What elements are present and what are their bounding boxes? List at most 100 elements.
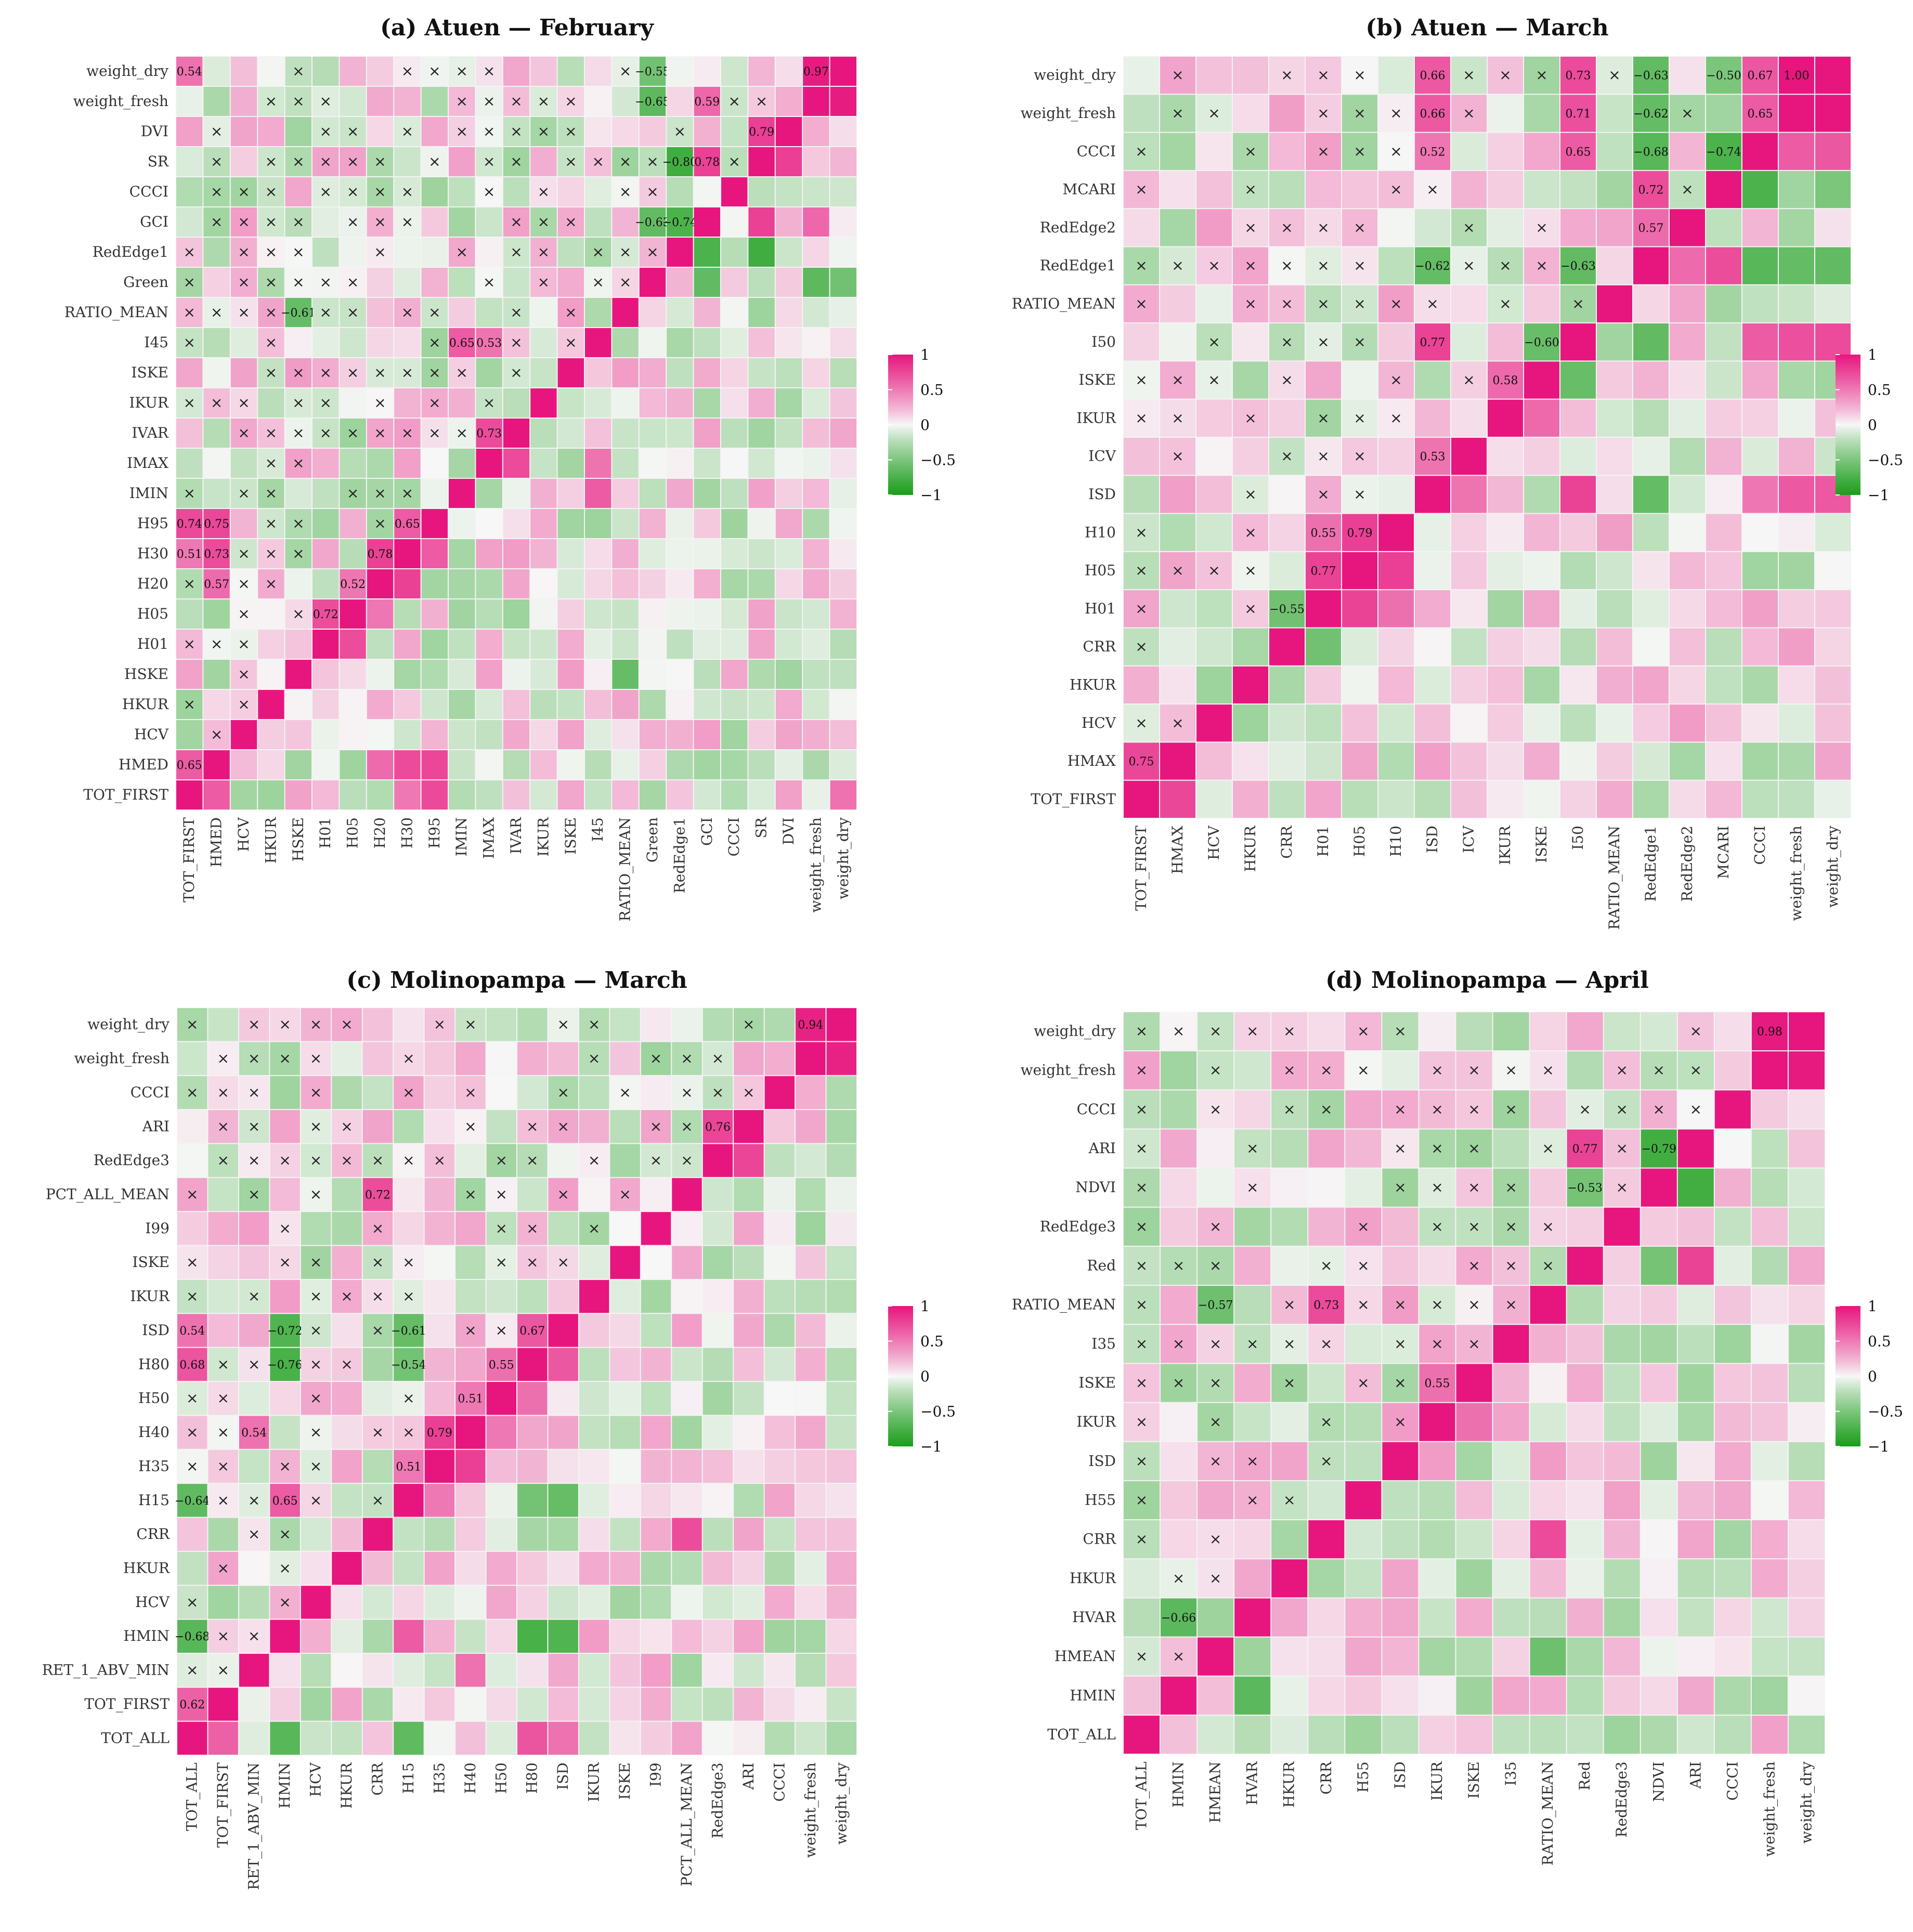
row-label: I99 <box>145 1220 170 1237</box>
row-label: H35 <box>138 1457 170 1474</box>
column-label: H05 <box>344 817 361 848</box>
heatmap-cell <box>1124 285 1159 323</box>
heatmap-cell <box>421 177 448 206</box>
heatmap-cell <box>1641 1364 1677 1402</box>
heatmap-cell <box>456 1348 486 1381</box>
heatmap-cell <box>1233 95 1268 132</box>
heatmap-cell <box>449 268 475 297</box>
heatmap-cell <box>1233 285 1268 323</box>
heatmap-cell <box>1641 1676 1677 1715</box>
row-label: ISKE <box>1078 371 1116 388</box>
heatmap-cell <box>721 358 748 387</box>
heatmap-cell <box>313 117 339 146</box>
heatmap-cell <box>1677 1442 1714 1480</box>
heatmap-cell <box>1342 742 1377 780</box>
heatmap-cell <box>1714 1403 1751 1441</box>
heatmap-cell <box>208 1586 238 1619</box>
nonsignificant-marker: × <box>1354 486 1365 503</box>
heatmap-cell <box>476 87 502 116</box>
heatmap-cell <box>1779 666 1814 704</box>
heatmap-cell <box>208 1484 238 1517</box>
heatmap-cell <box>1597 209 1632 246</box>
heatmap-cell <box>585 57 611 86</box>
cell-value-label: −0.66 <box>1161 1612 1196 1625</box>
heatmap-cell <box>748 177 775 206</box>
heatmap-cell <box>796 1110 826 1143</box>
nonsignificant-marker: × <box>565 123 577 140</box>
cell-value-label: 0.51 <box>458 1393 483 1406</box>
column-label: IKUR <box>585 1762 603 1802</box>
heatmap-cell <box>203 599 230 629</box>
heatmap-cell <box>394 1382 424 1415</box>
heatmap-cell <box>313 358 339 387</box>
heatmap-cell <box>1308 1715 1345 1754</box>
heatmap-cell <box>1198 1207 1234 1246</box>
column-label: RATIO_MEAN <box>617 817 634 921</box>
heatmap-cell <box>1271 1637 1308 1676</box>
cell-value-label: 0.97 <box>803 66 829 79</box>
nonsignificant-marker: × <box>1390 371 1402 388</box>
heatmap-cell <box>1714 1559 1751 1598</box>
row-label: H40 <box>138 1424 170 1441</box>
nonsignificant-marker: × <box>211 394 223 411</box>
heatmap-cell <box>177 1178 207 1211</box>
heatmap-cell <box>449 479 475 508</box>
nonsignificant-marker: × <box>1209 1452 1221 1469</box>
heatmap-cell <box>301 1110 331 1143</box>
row-label: RedEdge2 <box>1040 219 1116 236</box>
nonsignificant-marker: × <box>1354 448 1365 465</box>
heatmap-cell <box>775 630 802 659</box>
heatmap-cell <box>803 720 829 749</box>
heatmap-cell <box>694 207 720 237</box>
heatmap-cell <box>476 750 502 779</box>
heatmap-cell <box>1641 1520 1677 1559</box>
heatmap-cell <box>1560 590 1596 628</box>
heatmap-cell <box>503 690 530 719</box>
nonsignificant-marker: × <box>428 153 440 170</box>
heatmap-cell <box>517 1450 548 1483</box>
heatmap-cell <box>796 1144 826 1177</box>
heatmap-cell <box>1198 1481 1234 1520</box>
heatmap-cell <box>1493 1246 1529 1285</box>
heatmap-cell <box>1633 590 1669 628</box>
cell-value-label: 0.72 <box>365 1189 391 1202</box>
cell-value-label: 0.73 <box>476 427 502 440</box>
heatmap-cell <box>1160 133 1195 170</box>
heatmap-cell <box>208 1178 238 1211</box>
heatmap-cell <box>424 1008 455 1041</box>
heatmap-cell <box>639 599 666 629</box>
heatmap-cell <box>748 599 775 629</box>
heatmap-cell <box>449 147 475 176</box>
nonsignificant-marker: × <box>238 635 250 652</box>
heatmap-cell <box>1714 1168 1751 1207</box>
heatmap-cell <box>1779 476 1814 513</box>
heatmap-cell <box>1269 247 1305 284</box>
heatmap-cell <box>1670 514 1705 551</box>
cell-value-label: 0.78 <box>368 548 393 561</box>
heatmap-cell <box>503 87 530 116</box>
heatmap-cell <box>1233 57 1268 94</box>
nonsignificant-marker: × <box>279 1457 291 1474</box>
cell-value-label: 0.57 <box>1638 222 1664 235</box>
heatmap-cell <box>1567 1051 1603 1090</box>
heatmap-cell <box>1124 323 1159 361</box>
heatmap-cell <box>1378 171 1414 208</box>
cell-value-label: −0.64 <box>175 1495 210 1508</box>
heatmap-cell <box>530 780 557 810</box>
heatmap-cell <box>1415 247 1450 284</box>
heatmap-cell <box>1706 57 1741 94</box>
heatmap-cell <box>230 358 257 387</box>
nonsignificant-marker: × <box>1244 486 1256 503</box>
nonsignificant-marker: × <box>238 183 250 200</box>
heatmap-cell <box>486 1042 516 1075</box>
nonsignificant-marker: × <box>1135 409 1147 426</box>
heatmap-cell <box>285 750 311 779</box>
heatmap-cell <box>1124 1051 1160 1090</box>
heatmap-cell <box>775 720 802 749</box>
heatmap-cell <box>826 1008 856 1041</box>
heatmap-cell <box>1633 399 1669 437</box>
heatmap-cell <box>1788 1715 1825 1754</box>
heatmap-cell <box>548 1586 578 1619</box>
heatmap-cell <box>610 1688 640 1721</box>
